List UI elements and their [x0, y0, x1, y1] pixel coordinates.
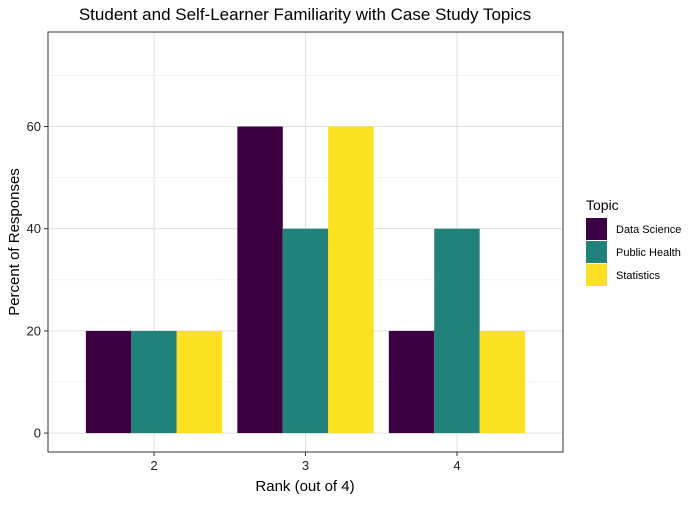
bar-data-science-rank-4 — [388, 330, 435, 434]
y-tick-label: 60 — [27, 119, 41, 134]
plot-area: 0 20 40 60 2 3 4 — [27, 31, 564, 473]
legend: Topic Data Science Public Health Statistic… — [586, 197, 681, 286]
legend-key-statistics — [586, 264, 607, 286]
x-tick-label: 2 — [150, 458, 157, 473]
bar-public-health-rank-2 — [131, 330, 177, 434]
chart-title: Student and Self-Learner Familiarity wit… — [79, 5, 531, 24]
panel-border — [47, 31, 564, 453]
bar-statistics-rank-4 — [479, 330, 526, 434]
legend-label-public-health: Public Health — [616, 247, 681, 259]
legend-key-public-health — [586, 241, 607, 263]
legend-label-data-science: Data Science — [616, 224, 681, 236]
y-tick-label: 40 — [27, 221, 41, 236]
x-axis-title: Rank (out of 4) — [255, 478, 354, 495]
x-tick-label: 3 — [302, 458, 309, 473]
legend-title: Topic — [586, 197, 619, 213]
x-tick-label: 4 — [453, 458, 460, 473]
bar-public-health-rank-3 — [282, 228, 329, 434]
bar-statistics-rank-2 — [176, 330, 223, 434]
bar-public-health-rank-4 — [434, 228, 480, 434]
bar-data-science-rank-3 — [237, 126, 283, 434]
legend-label-statistics: Statistics — [616, 270, 661, 282]
y-tick-label: 0 — [34, 426, 41, 441]
y-tick-label: 20 — [27, 323, 41, 338]
bar-statistics-rank-3 — [328, 126, 374, 434]
y-axis-title: Percent of Responses — [6, 168, 23, 316]
bar-data-science-rank-2 — [85, 330, 132, 434]
legend-key-data-science — [586, 218, 607, 240]
